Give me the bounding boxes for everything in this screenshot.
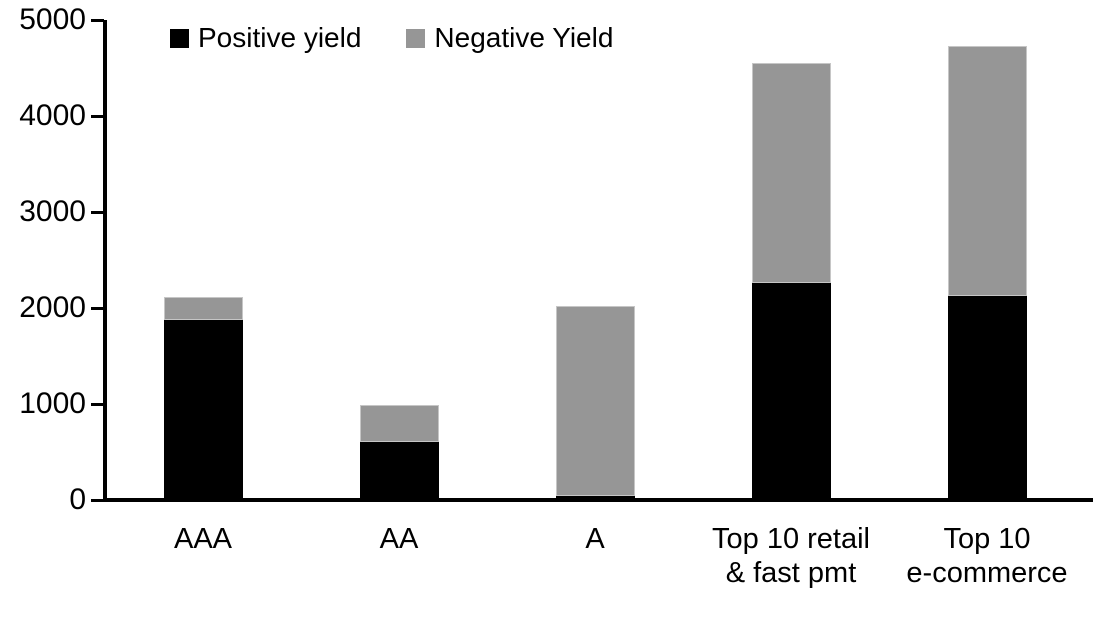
bar-negative-segment: [752, 63, 831, 284]
bar-negative-segment: [556, 306, 635, 496]
legend-swatch-negative-icon: [406, 28, 426, 48]
y-axis-line: [103, 20, 107, 502]
bar-positive-segment: [752, 283, 831, 500]
y-axis-tick-label: 0: [69, 483, 86, 516]
y-axis-tick-label: 5000: [19, 3, 86, 36]
y-axis-tick-label: 3000: [19, 195, 86, 228]
y-axis-tick-label: 1000: [19, 387, 86, 420]
x-axis-category-label: Top 10 e-commerce: [906, 523, 1068, 589]
bar-positive-segment: [360, 442, 439, 500]
legend-item-negative-yield: Negative Yield: [406, 22, 613, 54]
bar-negative-segment: [948, 45, 1027, 297]
bar-positive-segment: [948, 296, 1027, 500]
y-axis-tick: [91, 499, 104, 502]
bar-positive-segment: [164, 319, 243, 500]
y-axis-tick: [91, 403, 104, 406]
x-axis-category-label: A: [585, 523, 605, 555]
legend-label-negative: Negative Yield: [434, 22, 614, 53]
legend-label-positive: Positive yield: [198, 22, 362, 53]
x-axis-category-label: AA: [379, 523, 419, 555]
bar-negative-segment: [360, 404, 439, 443]
y-axis-tick-label: 4000: [19, 99, 86, 132]
x-axis-category-label: AAA: [173, 523, 233, 555]
x-axis-line: [103, 498, 1093, 502]
y-axis-tick: [91, 115, 104, 118]
legend-swatch-positive-icon: [170, 28, 189, 48]
y-axis-tick: [91, 307, 104, 310]
x-axis-category-label: Top 10 retail & fast pmt: [712, 523, 870, 589]
legend-item-positive-yield: Positive yield: [170, 22, 361, 54]
y-axis-tick: [91, 211, 104, 214]
y-axis-tick: [91, 19, 104, 22]
y-axis-tick-label: 2000: [19, 291, 86, 324]
bar-positive-segment: [556, 495, 635, 500]
bar-negative-segment: [164, 297, 243, 320]
chart-legend: Positive yield Negative Yield: [170, 22, 613, 54]
